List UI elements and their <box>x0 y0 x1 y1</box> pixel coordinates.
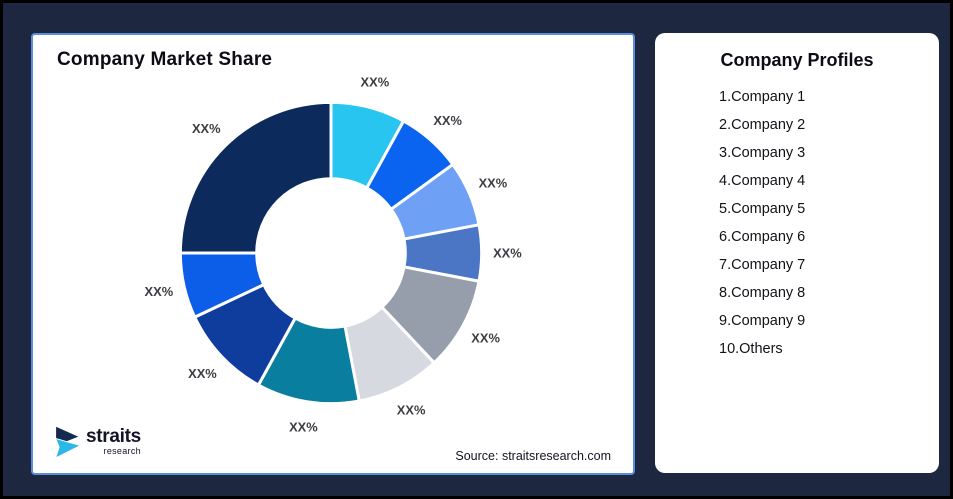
profile-item-2: 2.Company 2 <box>719 117 806 133</box>
segment-label-6: XX% <box>397 403 426 418</box>
straits-research-logo: straits research <box>53 425 141 459</box>
segment-label-8: XX% <box>188 366 217 381</box>
profile-item-1: 1.Company 1 <box>719 89 806 105</box>
segment-label-3: XX% <box>479 175 508 190</box>
segment-label-9: XX% <box>145 284 174 299</box>
profile-item-3: 3.Company 3 <box>719 145 806 161</box>
profile-item-5: 5.Company 5 <box>719 201 806 217</box>
profile-item-7: 7.Company 7 <box>719 257 806 273</box>
profiles-list: 1.Company 1 2.Company 2 3.Company 3 4.Co… <box>655 83 939 363</box>
chart-title: Company Market Share <box>57 49 273 70</box>
chart-card: Company Market Share XX% XX% XX% XX% XX% XX% X… <box>31 33 635 475</box>
segment-label-5: XX% <box>471 330 500 345</box>
segment-label-1: XX% <box>361 75 390 90</box>
profiles-title: Company Profiles <box>720 50 874 70</box>
brand-subtitle: research <box>103 446 141 456</box>
segment-label-7: XX% <box>289 420 318 435</box>
profile-item-8: 8.Company 8 <box>719 285 806 301</box>
profiles-card: Company Profiles 1.Company 1 2.Company 2… <box>655 33 939 473</box>
segment-label-2: XX% <box>433 113 462 128</box>
source-text: Source: straitsresearch.com <box>455 449 611 463</box>
brand-name: straits <box>86 426 141 447</box>
donut-segment-others <box>178 100 333 255</box>
logo-arrows-icon <box>54 425 82 459</box>
brand-text: straits research <box>86 426 141 456</box>
profile-item-10: 10.Others <box>719 341 783 357</box>
donut-chart: XX% XX% XX% XX% XX% XX% XX% XX% XX% XX% <box>145 75 523 435</box>
profile-item-9: 9.Company 9 <box>719 313 806 329</box>
profile-item-4: 4.Company 4 <box>719 173 806 189</box>
segment-label-10: XX% <box>192 121 221 136</box>
profile-item-6: 6.Company 6 <box>719 229 806 245</box>
segment-label-4: XX% <box>493 246 522 261</box>
